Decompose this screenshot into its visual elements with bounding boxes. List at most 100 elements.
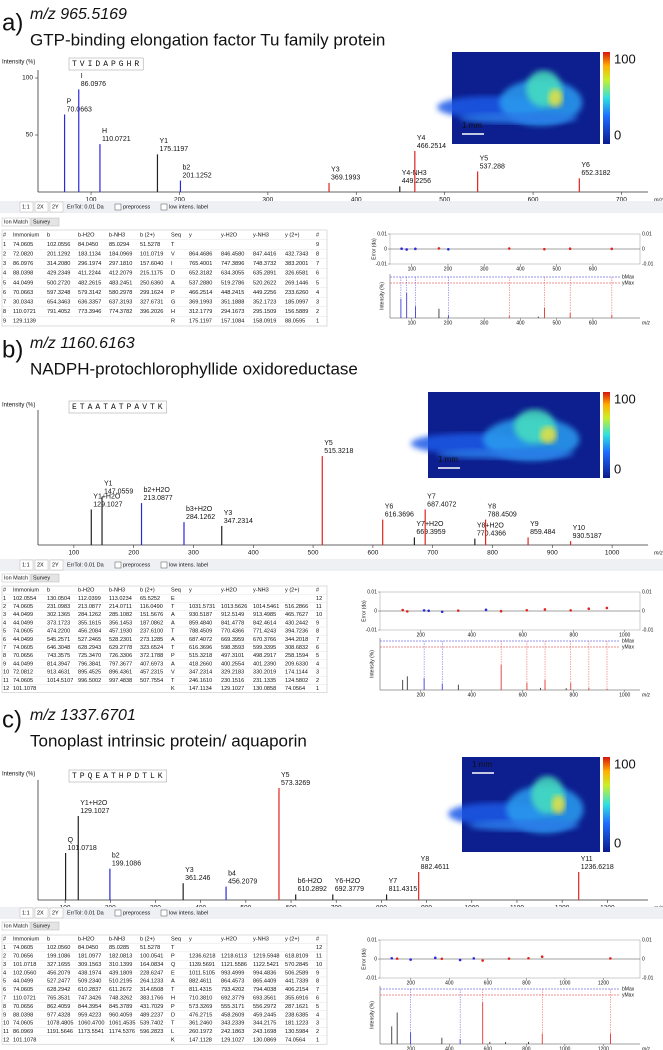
toolbar-button[interactable]: [19, 559, 34, 571]
toolbar-button[interactable]: [34, 559, 49, 571]
toolbar-button[interactable]: [34, 907, 49, 919]
table-cell: 774.3782: [109, 309, 132, 315]
table-cell: 401.2390: [253, 661, 276, 667]
error-y-tick-label: 0.01: [367, 937, 377, 943]
error-point: [499, 609, 503, 613]
error-y-tick-label-right: 0.01: [642, 589, 652, 595]
peak-mz: 811.4315: [389, 886, 418, 893]
table-cell: 11: [3, 678, 9, 684]
x-tick-label: 300: [188, 550, 199, 557]
error-y-tick-label: 0: [384, 246, 387, 252]
toolbar-button[interactable]: [49, 559, 64, 571]
error-point: [447, 248, 450, 251]
checkbox-label: low intens. label: [169, 204, 208, 210]
table-cell: 628.2943: [78, 645, 101, 651]
peak-mz: 652.3182: [581, 170, 610, 177]
table-cell: 10: [316, 962, 322, 968]
peak-mz: 537.288: [480, 163, 505, 170]
table-cell: 129.1027: [221, 1037, 244, 1043]
peak-name: Q: [68, 837, 74, 844]
peak-mz: 687.4072: [427, 501, 456, 508]
peak-mz: 369.1993: [331, 175, 360, 182]
table-cell: 1011.5105: [189, 970, 215, 976]
toolbar-button[interactable]: [34, 201, 49, 213]
table-cell: 130.0504: [47, 596, 70, 602]
table-cell: 101.0718: [13, 962, 36, 968]
peak-name: Y6: [581, 162, 590, 169]
table-cell: 6: [316, 645, 319, 651]
table-cell: 74.0605: [13, 987, 33, 993]
table-cell: 228.6247: [140, 970, 163, 976]
table-cell: 1013.5626: [221, 604, 247, 610]
table-cell: 230.1516: [221, 678, 244, 684]
table-cell: 497.3101: [221, 653, 244, 659]
tab[interactable]: [1, 921, 31, 931]
colorbar-max: 100: [614, 756, 636, 771]
table-cell: 930.5187: [189, 612, 212, 618]
toolbar-button[interactable]: [49, 907, 64, 919]
peptide-sequence: TPQEATHPDTLK: [72, 772, 166, 781]
tab[interactable]: [30, 217, 60, 227]
table-cell: 5: [316, 653, 319, 659]
table-cell: 500.2720: [47, 280, 70, 286]
table-cell: 9: [3, 661, 6, 667]
table-cell: 44.0499: [13, 637, 33, 643]
table-header: Immonium: [13, 232, 39, 238]
toolbar-button[interactable]: [19, 201, 34, 213]
table-cell: 102.0560: [47, 945, 70, 951]
error-x-tick-label: 100: [408, 266, 417, 272]
table-cell: 692.3779: [221, 995, 244, 1001]
table-cell: 748.3732: [253, 261, 276, 267]
table-cell: 1014.5461: [253, 604, 279, 610]
table-cell: 185.0997: [285, 299, 308, 305]
table-cell: 793.4202: [221, 987, 244, 993]
error-y-tick-label-right: 0: [642, 246, 645, 252]
table-cell: 412.2079: [109, 271, 132, 277]
table-cell: 637.3193: [109, 299, 132, 305]
tab-label: Ion Match: [4, 575, 28, 581]
tab[interactable]: [30, 921, 60, 931]
table-cell: 329.2183: [221, 670, 244, 676]
table-cell: 8: [3, 653, 6, 659]
table-cell: 233.6260: [285, 290, 308, 296]
error-x-tick-label: 200: [417, 632, 426, 638]
peak-mz: 692.3779: [335, 886, 364, 893]
table-cell: 489.2237: [140, 1012, 163, 1018]
table-cell: 294.1673: [221, 309, 244, 315]
table-cell: 352.1723: [253, 299, 276, 305]
error-axis-label: Error (da): [371, 238, 377, 260]
table-cell: 182.0813: [109, 953, 132, 959]
checkbox[interactable]: [160, 561, 168, 569]
table-cell: 432.7343: [285, 251, 308, 257]
checkbox[interactable]: [114, 909, 122, 917]
error-y-tick-label-right: 0: [642, 608, 645, 614]
table-cell: 845.3789: [109, 1004, 132, 1010]
table-cell: 865.4409: [253, 979, 276, 985]
tab-label: Ion Match: [4, 219, 28, 225]
checkbox[interactable]: [160, 909, 168, 917]
error-point: [610, 247, 614, 251]
error-x-tick-label: 1000: [619, 632, 630, 638]
table-cell: 537.2880: [189, 280, 212, 286]
table-cell: 102.0554: [13, 596, 36, 602]
error-point: [405, 610, 409, 613]
peak-name: Y5: [480, 155, 489, 162]
checkbox[interactable]: [114, 203, 122, 211]
checkbox-label: low intens. label: [169, 910, 208, 916]
checkbox[interactable]: [160, 203, 168, 211]
toolbar-button[interactable]: [19, 907, 34, 919]
tab[interactable]: [30, 573, 60, 583]
table-cell: 2: [316, 1029, 319, 1035]
tab[interactable]: [1, 573, 31, 583]
table-cell: 864.4686: [189, 251, 212, 257]
table-cell: 243.1698: [253, 1029, 276, 1035]
table-header: b: [47, 588, 50, 594]
table-cell: 570.2845: [285, 962, 308, 968]
peak-mz: 466.2514: [417, 143, 446, 150]
toolbar-button[interactable]: [49, 201, 64, 213]
table-cell: 573.3269: [189, 1004, 212, 1010]
x-tick-label: 400: [351, 197, 362, 204]
checkbox[interactable]: [114, 561, 122, 569]
table-header: Seq: [171, 588, 181, 594]
tab[interactable]: [1, 217, 31, 227]
